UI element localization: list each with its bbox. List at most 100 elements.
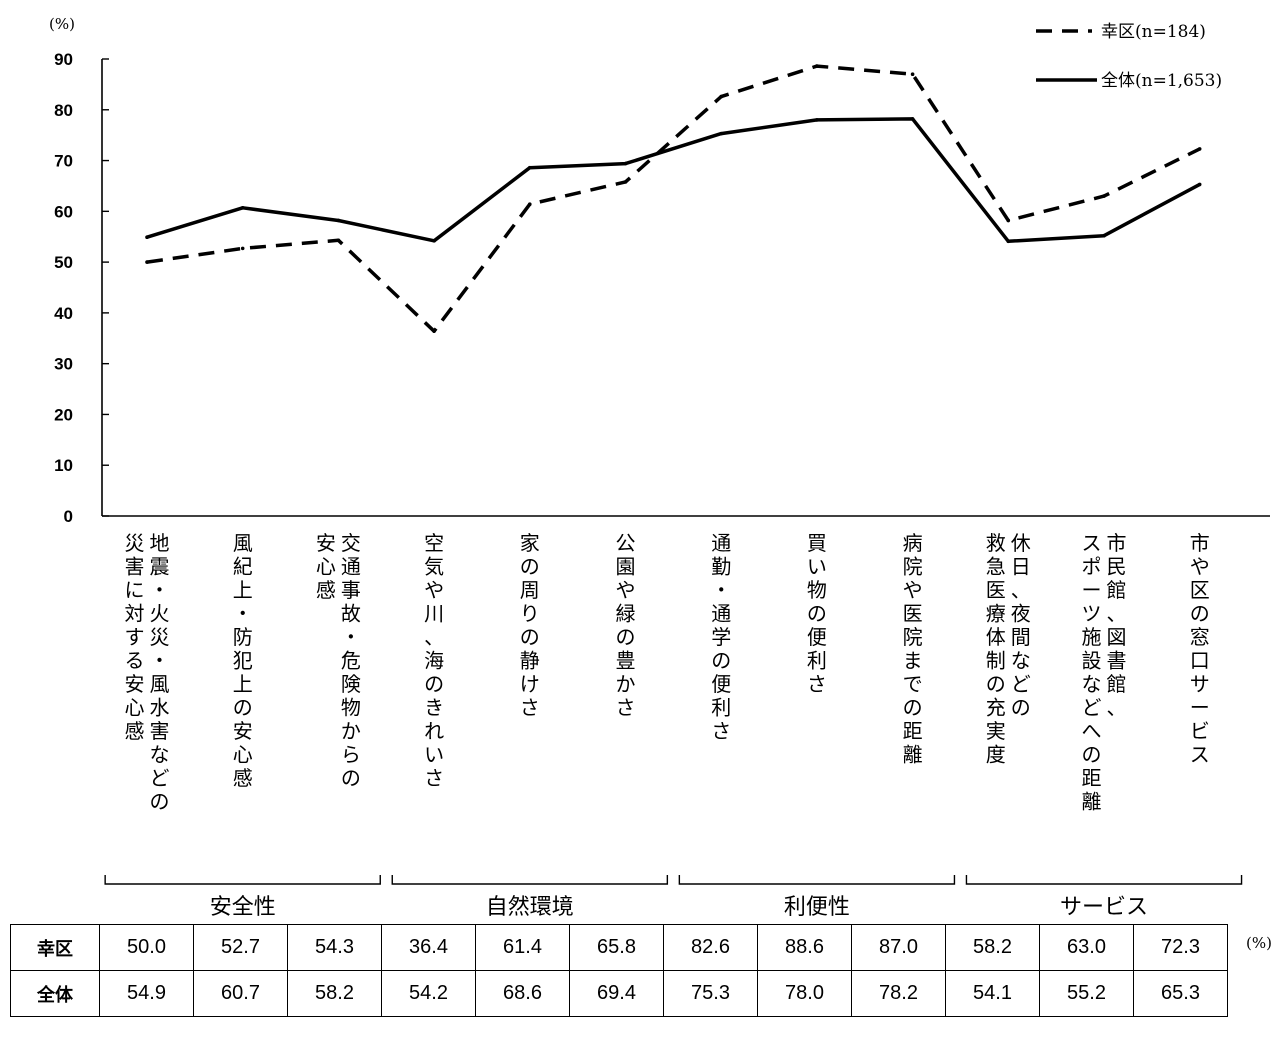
category-char: 緑 <box>616 602 636 626</box>
data-point <box>719 131 723 136</box>
category-char: 書 <box>1107 649 1127 673</box>
category-char: の <box>520 625 540 649</box>
category-char: い <box>807 555 827 579</box>
category-char: 紀 <box>233 555 253 579</box>
table-row: 全体 54.9 60.7 58.2 54.2 68.6 69.4 75.3 78.0 78.2 54… <box>10 970 1228 1017</box>
category-char: の <box>233 696 253 720</box>
category-char: 防 <box>233 625 253 649</box>
category-char: や <box>903 578 923 602</box>
table-cell: 36.4 <box>381 924 476 971</box>
category-char: ま <box>903 649 923 673</box>
category-char: 院 <box>903 625 923 649</box>
category-char: 夜 <box>1011 602 1031 626</box>
category-char: 交 <box>341 531 361 555</box>
category-char: の <box>1011 696 1031 720</box>
category-char: 市 <box>1107 531 1127 555</box>
data-point <box>815 64 819 68</box>
data-point <box>432 238 436 243</box>
category-char: ・ <box>233 602 253 626</box>
category-char: 川 <box>424 602 444 626</box>
y-tick-label: 60 <box>54 202 73 221</box>
category-char: 安 <box>125 672 145 696</box>
table-cell: 65.8 <box>569 924 664 971</box>
category-char: 犯 <box>233 649 253 673</box>
category-char: 窓 <box>1190 625 1210 649</box>
category-char: か <box>341 719 361 743</box>
category-char: 医 <box>903 602 923 626</box>
y-tick-label: 0 <box>64 507 73 526</box>
group-bracket <box>965 875 1243 885</box>
category-char: す <box>125 625 145 649</box>
category-char: ど <box>1082 696 1102 720</box>
data-point <box>1102 233 1106 238</box>
category-char: 離 <box>1082 790 1102 814</box>
category-char: さ <box>807 672 827 696</box>
category-char: 危 <box>341 649 361 673</box>
y-tick-label: 30 <box>54 355 73 374</box>
y-tick-label: 90 <box>54 50 73 69</box>
category-char: 豊 <box>616 649 636 673</box>
category-groups: 安全性 自然環境 利便性 サービス <box>104 875 1243 920</box>
group-bracket <box>678 875 956 885</box>
category-char: の <box>1082 743 1102 767</box>
group-label: サービス <box>1060 895 1148 920</box>
category-char: 離 <box>903 743 923 767</box>
table-cell: 75.3 <box>663 970 758 1017</box>
category-char: 利 <box>711 696 731 720</box>
category-char: の <box>424 672 444 696</box>
category-char: さ <box>711 719 731 743</box>
category-char: 設 <box>1082 649 1102 673</box>
table-cell: 60.7 <box>193 970 288 1017</box>
category-char: 感 <box>125 719 145 743</box>
category-char: 物 <box>341 696 361 720</box>
data-point <box>1102 194 1106 198</box>
y-tick-label: 10 <box>54 456 73 475</box>
category-char: 、 <box>1107 602 1127 626</box>
table-cell: 68.6 <box>475 970 570 1017</box>
category-char: 便 <box>807 625 827 649</box>
data-point <box>240 246 245 251</box>
category-char: 区 <box>1190 578 1210 602</box>
category-char: 勤 <box>711 555 731 579</box>
category-char: 害 <box>150 719 170 743</box>
category-char: 心 <box>316 555 336 579</box>
category-char: る <box>125 649 145 673</box>
category-char: ー <box>1082 578 1102 602</box>
category-char: 感 <box>233 766 253 790</box>
category-char: 度 <box>986 743 1006 767</box>
category-char: 院 <box>903 555 923 579</box>
category-char: ・ <box>150 649 170 673</box>
category-char: 園 <box>616 555 636 579</box>
table-row-header: 全体 <box>10 970 100 1017</box>
data-point <box>145 235 149 240</box>
y-tick-label: 40 <box>54 304 73 323</box>
category-char: 風 <box>233 531 253 555</box>
category-char: さ <box>520 696 540 720</box>
category-char: の <box>341 766 361 790</box>
category-char: 間 <box>1011 625 1031 649</box>
category-char: 心 <box>125 696 145 720</box>
category-char: 口 <box>1190 649 1210 673</box>
category-char: 故 <box>341 602 361 626</box>
category-char: 医 <box>986 578 1006 602</box>
category-char: 利 <box>807 649 827 673</box>
category-char: 市 <box>1190 531 1210 555</box>
category-char: の <box>616 625 636 649</box>
category-char: 震 <box>150 555 170 579</box>
category-char: 急 <box>986 555 1006 579</box>
category-char: 日 <box>1011 555 1031 579</box>
table-cell: 78.0 <box>757 970 852 1017</box>
category-char: ら <box>341 743 361 767</box>
category-char: な <box>150 743 170 767</box>
category-char: 体 <box>986 625 1006 649</box>
